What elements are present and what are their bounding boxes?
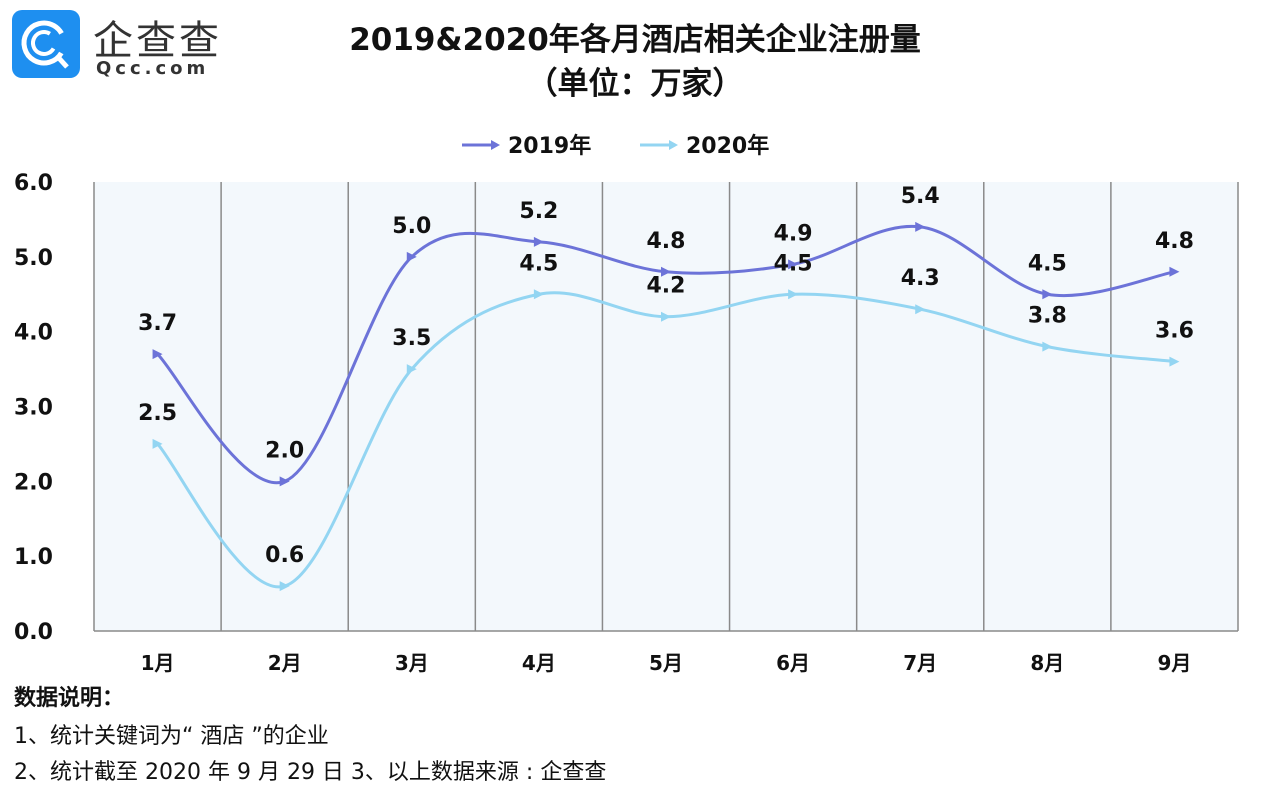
x-tick-label: 8月 <box>1030 651 1064 675</box>
data-point-marker <box>788 289 799 300</box>
notes-line-2: 2、统计截至 2020 年 9 月 29 日 3、以上数据来源 : 企查查 <box>14 760 607 785</box>
x-tick-label: 1月 <box>141 651 175 675</box>
plot-background <box>94 182 1238 631</box>
logo-text: 企查查 <box>93 18 222 64</box>
data-label: 4.9 <box>774 221 813 246</box>
data-point-marker <box>915 304 926 315</box>
series-line <box>156 291 1175 589</box>
notes-line-1: 1、统计关键词为“ 酒店 ”的企业 <box>14 724 329 749</box>
legend-label: 2019年 <box>508 133 591 159</box>
data-label: 5.0 <box>392 214 431 239</box>
logo-domain: Qcc.com <box>96 58 210 79</box>
chart-title: 2019&2020年各月酒店相关企业注册量 <box>349 22 921 58</box>
legend-arrow-icon <box>669 140 678 150</box>
y-tick-label: 5.0 <box>14 246 53 271</box>
data-label: 2.5 <box>138 401 177 426</box>
data-point-marker <box>533 236 544 247</box>
data-label: 5.2 <box>519 199 558 224</box>
y-tick-label: 3.0 <box>14 396 53 421</box>
data-point-marker <box>1042 341 1053 352</box>
data-point-marker <box>1042 289 1053 300</box>
data-point-marker <box>533 289 544 300</box>
data-label: 5.4 <box>901 184 940 209</box>
data-label: 4.8 <box>1155 229 1194 254</box>
x-tick-label: 4月 <box>522 651 556 675</box>
data-label: 4.5 <box>519 251 558 276</box>
x-tick-label: 7月 <box>903 651 937 675</box>
legend-label: 2020年 <box>686 133 769 159</box>
notes-heading: 数据说明： <box>14 686 125 711</box>
data-label: 4.3 <box>901 266 940 291</box>
x-tick-label: 3月 <box>395 651 429 675</box>
chart-subtitle: （单位：万家） <box>526 66 744 102</box>
qcc-logo-icon <box>12 10 80 78</box>
data-label: 4.5 <box>1028 251 1067 276</box>
x-tick-label: 9月 <box>1157 651 1191 675</box>
y-tick-label: 1.0 <box>14 545 53 570</box>
data-point-marker <box>279 476 290 487</box>
y-tick-label: 0.0 <box>14 620 53 645</box>
data-point-marker <box>406 251 417 262</box>
x-tick-label: 2月 <box>268 651 302 675</box>
series-line <box>156 224 1175 485</box>
data-label: 3.6 <box>1155 319 1194 344</box>
data-label: 4.2 <box>647 274 686 299</box>
data-label: 3.8 <box>1028 304 1067 329</box>
data-point-marker <box>915 221 926 232</box>
data-point-marker <box>661 311 671 322</box>
data-point-marker <box>406 364 417 375</box>
x-tick-label: 5月 <box>649 651 683 675</box>
y-tick-label: 2.0 <box>14 470 53 495</box>
data-point-marker <box>1169 266 1180 277</box>
data-label: 4.5 <box>774 251 813 276</box>
data-point-marker <box>279 581 290 592</box>
x-tick-label: 6月 <box>776 651 810 675</box>
y-tick-label: 4.0 <box>14 321 53 346</box>
data-point-marker <box>152 349 163 360</box>
data-label: 0.6 <box>265 543 304 568</box>
data-point-marker <box>788 259 799 270</box>
data-label: 3.7 <box>138 311 177 336</box>
data-label: 3.5 <box>392 326 431 351</box>
data-label: 4.8 <box>647 229 686 254</box>
y-tick-label: 6.0 <box>14 171 53 196</box>
data-point-marker <box>661 266 671 277</box>
data-point-marker <box>1169 356 1180 367</box>
legend-arrow-icon <box>491 140 500 150</box>
data-point-marker <box>152 438 163 449</box>
data-label: 2.0 <box>265 438 304 463</box>
